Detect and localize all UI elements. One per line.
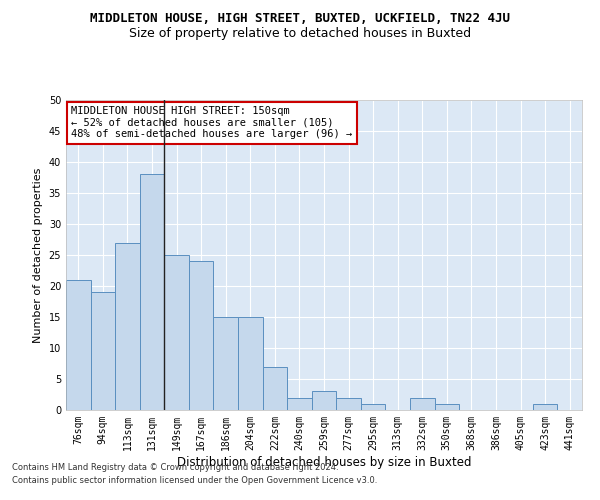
Text: MIDDLETON HOUSE HIGH STREET: 150sqm
← 52% of detached houses are smaller (105)
4: MIDDLETON HOUSE HIGH STREET: 150sqm ← 52… [71,106,352,140]
Bar [164,255,189,410]
Bar [434,404,459,410]
Bar [533,404,557,410]
Bar [287,398,312,410]
Y-axis label: Number of detached properties: Number of detached properties [33,168,43,342]
Bar [410,398,434,410]
Bar [214,317,238,410]
Bar [263,366,287,410]
Text: MIDDLETON HOUSE, HIGH STREET, BUXTED, UCKFIELD, TN22 4JU: MIDDLETON HOUSE, HIGH STREET, BUXTED, UC… [90,12,510,26]
Bar [91,292,115,410]
Bar [115,242,140,410]
Bar [66,280,91,410]
Text: Contains HM Land Registry data © Crown copyright and database right 2024.: Contains HM Land Registry data © Crown c… [12,464,338,472]
Bar [312,392,336,410]
Bar [189,261,214,410]
Bar [361,404,385,410]
Bar [140,174,164,410]
Text: Contains public sector information licensed under the Open Government Licence v3: Contains public sector information licen… [12,476,377,485]
Text: Size of property relative to detached houses in Buxted: Size of property relative to detached ho… [129,28,471,40]
X-axis label: Distribution of detached houses by size in Buxted: Distribution of detached houses by size … [177,456,471,468]
Bar [336,398,361,410]
Bar [238,317,263,410]
